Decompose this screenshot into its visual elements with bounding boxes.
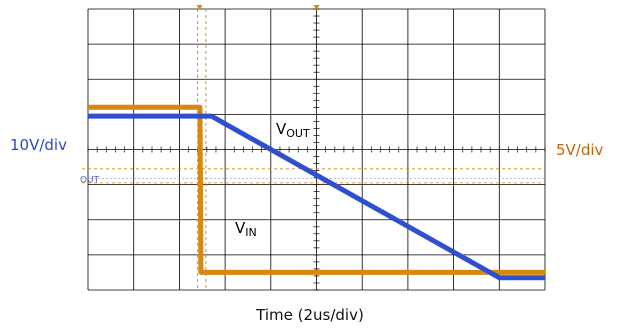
ground-marker-label: OUT: [80, 175, 100, 185]
vin-label: VIN: [235, 219, 257, 239]
x-axis-label: Time (2us/div): [256, 306, 364, 324]
trigger-marker-icon: [313, 5, 320, 10]
vin-trace: [88, 104, 545, 275]
right-axis-scale-label: 5V/div: [556, 141, 604, 159]
trigger-marker-icon: [196, 5, 203, 10]
left-axis-scale-label: 10V/div: [10, 136, 67, 154]
vout-label: VOUT: [276, 120, 310, 140]
vout-trace: [88, 113, 545, 281]
